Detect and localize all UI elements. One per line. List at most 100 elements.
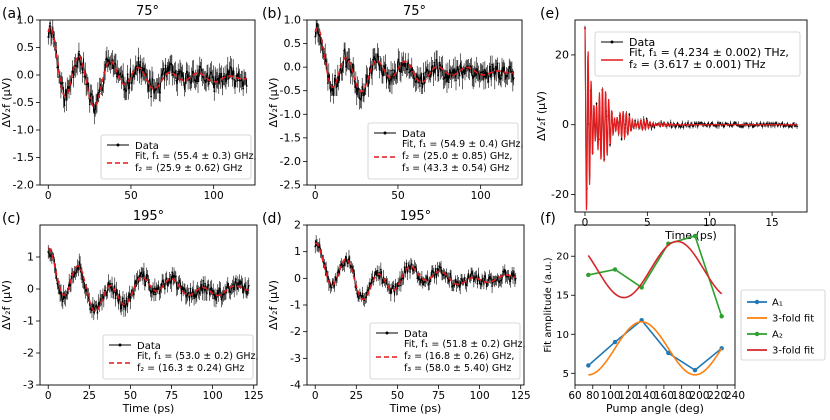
series-line — [587, 240, 723, 299]
data-point — [695, 122, 698, 125]
data-point — [767, 124, 770, 127]
data-point — [361, 292, 364, 295]
legend-data-marker — [116, 143, 120, 147]
y-tick-label: -2.5 — [280, 179, 301, 192]
data-point — [429, 280, 431, 283]
data-point — [455, 79, 457, 82]
data-point — [85, 288, 88, 291]
data-point — [67, 86, 70, 88]
data-point — [494, 65, 497, 68]
data-point — [674, 125, 677, 128]
data-point — [231, 77, 234, 80]
data-point — [393, 69, 396, 72]
x-axis-label: Time (ps) — [664, 229, 717, 242]
legend-data-marker — [385, 331, 389, 335]
y-tick-label: 5 — [563, 369, 569, 380]
data-point — [101, 89, 104, 92]
data-point — [345, 256, 348, 258]
data-point — [114, 297, 117, 300]
data-point — [435, 59, 438, 61]
panel-label: (a) — [2, 6, 22, 22]
data-point — [88, 103, 91, 106]
data-point — [152, 78, 154, 81]
data-point — [211, 76, 214, 79]
data-point — [47, 36, 50, 38]
data-point — [446, 80, 448, 83]
y-tick-label: -3 — [290, 352, 301, 365]
data-point — [471, 271, 473, 273]
y-tick-label: -1 — [23, 315, 34, 328]
data-point — [153, 293, 155, 296]
series-marker — [612, 267, 618, 272]
data-point — [238, 79, 241, 82]
data-point — [61, 300, 64, 303]
data-point — [415, 80, 418, 83]
y-axis-label: ΔV₂f (μV) — [535, 91, 548, 141]
data-point — [121, 76, 124, 78]
data-point — [707, 122, 710, 125]
data-point — [487, 80, 490, 83]
data-point — [482, 277, 484, 280]
data-point — [238, 280, 241, 283]
axes-frame — [39, 19, 256, 186]
y-tick-label: -2.0 — [13, 179, 34, 192]
data-point — [433, 61, 436, 64]
data-point — [229, 66, 232, 68]
legend-data-label: Data — [135, 141, 159, 152]
data-point — [94, 108, 97, 111]
data-point — [124, 90, 127, 93]
data-point — [381, 73, 383, 75]
data-point — [209, 288, 212, 290]
x-axis-label: Pump angle (deg) — [606, 402, 704, 415]
data-point — [334, 276, 337, 278]
data-point — [419, 85, 421, 87]
data-point — [482, 70, 484, 73]
data-point — [185, 294, 188, 297]
data-point — [156, 288, 159, 291]
x-tick-label: 25 — [83, 390, 96, 402]
data-point — [483, 275, 486, 277]
axes-frame — [574, 224, 736, 386]
data-point — [474, 74, 477, 77]
data-point — [449, 71, 452, 74]
data-point — [182, 77, 185, 80]
data-point — [186, 70, 189, 73]
data-point — [385, 279, 388, 282]
y-tick-label: -1.5 — [13, 151, 34, 164]
data-point — [319, 42, 322, 44]
x-tick-label: 0 — [45, 190, 52, 202]
data-point — [511, 272, 514, 275]
data-point — [399, 70, 401, 73]
x-tick-label: 50 — [391, 190, 404, 202]
legend-box — [594, 31, 801, 77]
y-axis-label: ΔV₂f (μV) — [0, 78, 13, 128]
data-point — [215, 299, 217, 301]
data-point — [483, 68, 486, 71]
data-point — [354, 86, 356, 88]
data-point — [367, 289, 369, 292]
data-point — [154, 293, 157, 296]
data-point — [326, 82, 329, 85]
data-point — [374, 270, 377, 273]
data-point — [390, 287, 393, 290]
data-series-line — [47, 23, 248, 115]
data-point — [502, 70, 504, 73]
data-point — [317, 33, 320, 36]
data-point — [441, 274, 444, 277]
data-point — [467, 273, 470, 276]
axes-frame — [306, 224, 525, 386]
data-point — [74, 64, 77, 67]
data-point — [376, 269, 379, 272]
data-point — [200, 283, 203, 286]
data-point — [162, 67, 165, 70]
y-tick-label: 1 — [294, 245, 301, 258]
data-point — [434, 268, 437, 270]
panel-label: (b) — [262, 6, 282, 22]
data-point — [105, 58, 107, 61]
data-point — [697, 122, 700, 125]
data-point — [195, 80, 198, 83]
data-point — [197, 80, 199, 83]
legend-data-marker — [118, 343, 122, 347]
legend-fit-label: f₂ = (16.3 ± 0.24) GHz — [137, 363, 244, 374]
data-point — [105, 294, 108, 296]
